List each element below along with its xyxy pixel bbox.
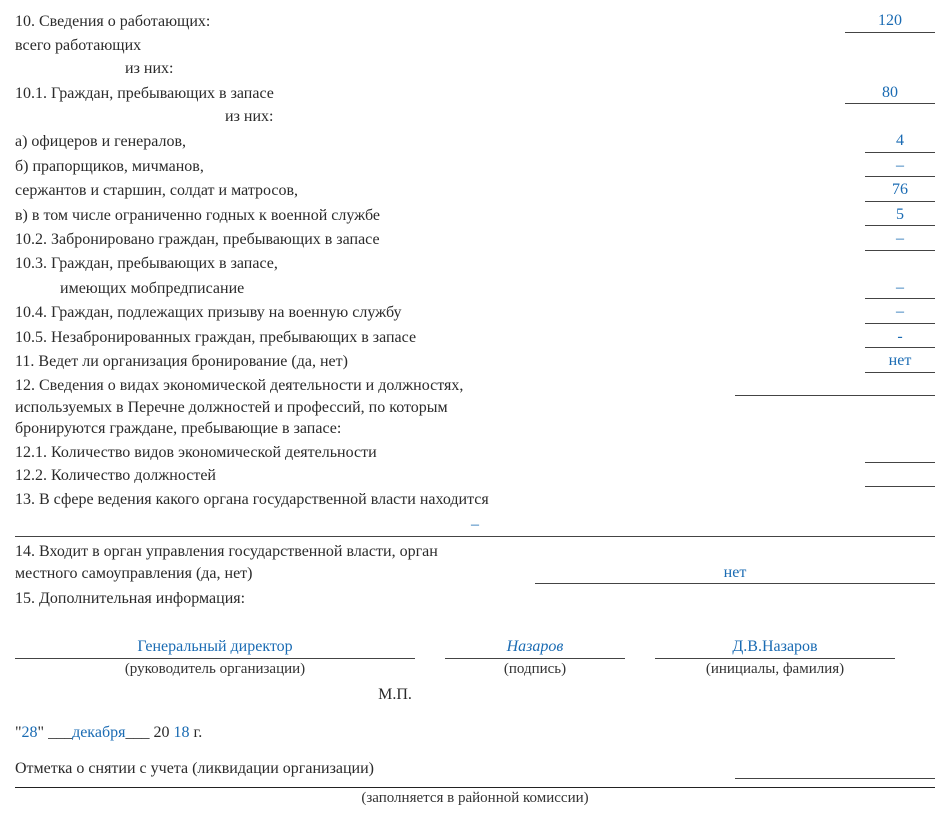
item-10-1-v-value: 5 — [865, 204, 935, 227]
footer-caption: (заполняется в районной комиссии) — [15, 790, 935, 807]
signature-block: Генеральный директор (руководитель орган… — [15, 638, 935, 678]
item-10-1-a-row: а) офицеров и генералов, 4 — [15, 130, 935, 153]
item-10-1-label: 10.1. Граждан, пребывающих в запасе — [15, 83, 274, 105]
item-10-1-b1-label: б) прапорщиков, мичманов, — [15, 156, 204, 178]
signature-name-col: Д.В.Назаров (инициалы, фамилия) — [655, 638, 895, 678]
item-10-3-line2-row: имеющих мобпредписание – — [15, 277, 935, 300]
item-10-1-a-label: а) офицеров и генералов, — [15, 131, 186, 153]
item-12-row: 12. Сведения о видах экономической деяте… — [15, 375, 935, 440]
item-10-1-value: 80 — [845, 82, 935, 105]
item-12-value — [735, 375, 935, 396]
item-10-1-a-value: 4 — [865, 130, 935, 153]
item-12-2-row: 12.2. Количество должностей — [15, 465, 935, 487]
item-10-ofthem: из них: — [15, 58, 173, 80]
item-10-3-label1: 10.3. Граждан, пребывающих в запасе, — [15, 253, 278, 275]
signature-name: Д.В.Назаров — [655, 638, 895, 659]
item-12-line3: бронируются граждане, пребывающие в запа… — [15, 418, 725, 440]
signature-sign: Назаров — [445, 638, 625, 659]
dereg-row: Отметка о снятии с учета (ликвидации орг… — [15, 758, 935, 780]
dereg-label: Отметка о снятии с учета (ликвидации орг… — [15, 758, 374, 780]
date-century: 20 — [149, 724, 173, 741]
date-yy: 18 — [173, 724, 189, 741]
item-10-3-label2: имеющих мобпредписание — [15, 278, 244, 300]
item-13-row: 13. В сфере ведения какого органа госуда… — [15, 489, 935, 511]
signature-sign-caption: (подпись) — [445, 661, 625, 678]
item-14-value: нет — [535, 562, 935, 585]
item-10-1-b1-row: б) прапорщиков, мичманов, – — [15, 155, 935, 178]
item-10-3-value: – — [865, 277, 935, 300]
item-10-1-ofthem: из них: — [15, 106, 273, 128]
item-10-ofthem-row: из них: — [15, 58, 935, 80]
footer-rule — [15, 787, 935, 788]
item-12-1-label: 12.1. Количество видов экономической дея… — [15, 442, 377, 464]
date-us-after: ___ — [125, 724, 149, 741]
date-day: 28 — [22, 724, 38, 741]
item-10-5-value: - — [865, 326, 935, 349]
item-10-3-line1-row: 10.3. Граждан, пребывающих в запасе, — [15, 253, 935, 275]
item-10-2-value: – — [865, 228, 935, 251]
item-10-4-value: – — [865, 301, 935, 324]
signature-role: Генеральный директор — [15, 638, 415, 659]
date-suffix: г. — [189, 724, 202, 741]
item-12-2-label: 12.2. Количество должностей — [15, 465, 216, 487]
item-11-value: нет — [865, 350, 935, 373]
item-11-label: 11. Ведет ли организация бронирование (д… — [15, 351, 348, 373]
item-10-total-label-row: всего работающих — [15, 35, 935, 57]
signature-role-caption: (руководитель организации) — [15, 661, 415, 678]
date-close-quote: " — [38, 724, 49, 741]
item-10-total-label: всего работающих — [15, 35, 141, 57]
date-month: декабря — [72, 724, 125, 741]
item-10-1-b2-row: сержантов и старшин, солдат и матросов, … — [15, 179, 935, 202]
signature-role-col: Генеральный директор (руководитель орган… — [15, 638, 415, 678]
item-10-2-label: 10.2. Забронировано граждан, пребывающих… — [15, 229, 380, 251]
spacer-cell — [845, 36, 935, 56]
signature-sign-col: Назаров (подпись) — [445, 638, 625, 678]
item-12-line2: используемых в Перечне должностей и проф… — [15, 397, 725, 419]
item-10-2-row: 10.2. Забронировано граждан, пребывающих… — [15, 228, 935, 251]
item-10-1-row: 10.1. Граждан, пребывающих в запасе 80 — [15, 82, 935, 105]
item-10-4-label: 10.4. Граждан, подлежащих призыву на вое… — [15, 302, 402, 324]
item-12-line1: 12. Сведения о видах экономической деяте… — [15, 375, 725, 397]
item-10-1-b1-value: – — [865, 155, 935, 178]
dereg-value — [735, 760, 935, 779]
item-10-5-label: 10.5. Незабронированных граждан, пребыва… — [15, 327, 416, 349]
item-15-row: 15. Дополнительная информация: — [15, 588, 935, 610]
date-line: "28" ___декабря___ 20 18 г. — [15, 724, 935, 742]
item-10-1-ofthem-row: из них: — [15, 106, 935, 128]
item-10-4-row: 10.4. Граждан, подлежащих призыву на вое… — [15, 301, 935, 324]
item-13-value-row: – — [15, 512, 935, 537]
item-14-line2: местного самоуправления (да, нет) — [15, 563, 535, 585]
item-10-total-value: 120 — [845, 10, 935, 33]
item-10-1-v-row: в) в том числе ограниченно годных к воен… — [15, 204, 935, 227]
item-10-1-b2-label: сержантов и старшин, солдат и матросов, — [15, 180, 298, 202]
item-11-row: 11. Ведет ли организация бронирование (д… — [15, 350, 935, 373]
date-us-before: ___ — [48, 724, 72, 741]
item-15-label: 15. Дополнительная информация: — [15, 588, 245, 610]
item-12-2-value — [865, 466, 935, 487]
stamp-label: М.П. — [15, 686, 935, 704]
item-12-1-value — [865, 442, 935, 463]
item-10-title-row: 10. Сведения о работающих: 120 — [15, 10, 935, 33]
item-10-5-row: 10.5. Незабронированных граждан, пребыва… — [15, 326, 935, 349]
item-10-title: 10. Сведения о работающих: — [15, 11, 210, 33]
signature-name-caption: (инициалы, фамилия) — [655, 661, 895, 678]
item-12-1-row: 12.1. Количество видов экономической дея… — [15, 442, 935, 464]
spacer-cell — [865, 490, 935, 510]
item-13-value: – — [15, 514, 935, 537]
item-14-line1: 14. Входит в орган управления государств… — [15, 541, 535, 563]
item-10-1-v-label: в) в том числе ограниченно годных к воен… — [15, 205, 380, 227]
item-10-1-b2-value: 76 — [865, 179, 935, 202]
item-13-label: 13. В сфере ведения какого органа госуда… — [15, 489, 489, 511]
item-14-row: 14. Входит в орган управления государств… — [15, 541, 935, 584]
